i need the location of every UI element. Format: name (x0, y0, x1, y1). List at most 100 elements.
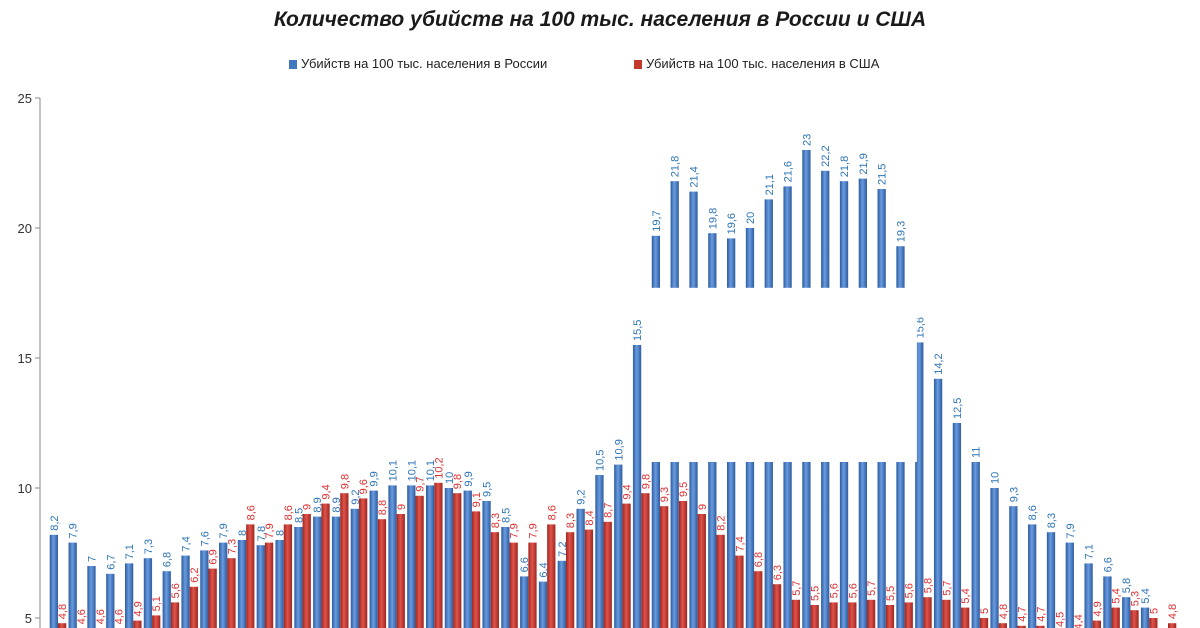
bar-russia (1140, 607, 1150, 628)
data-label-russia: 7,1 (1084, 544, 1096, 559)
bar-usa (622, 503, 631, 628)
bar-usa (133, 620, 142, 628)
data-label-usa: 5,6 (847, 583, 859, 598)
data-label-russia: 7,8 (256, 526, 268, 541)
data-label-russia: 8,2 (49, 516, 61, 531)
data-label-russia: 8 (275, 530, 287, 536)
data-label-usa: 4,7 (1017, 607, 1029, 622)
bar-russia (1065, 542, 1074, 628)
bar-usa (1149, 618, 1158, 628)
bar-usa (170, 602, 180, 628)
bar-usa (1017, 625, 1026, 628)
data-label-usa: 5,7 (866, 581, 878, 596)
chart-title: Количество убийств на 100 тыс. населения… (273, 8, 927, 31)
data-label-usa: 8,6 (283, 505, 295, 520)
bar-usa (791, 599, 801, 628)
bar-russia (87, 566, 96, 628)
bar-russia (463, 490, 472, 628)
bar-usa (434, 482, 443, 628)
data-label-usa: 4,8 (57, 604, 69, 619)
bar-russia (350, 508, 360, 628)
data-label-russia: 7,4 (181, 536, 193, 551)
bar-russia (388, 485, 397, 628)
bar-usa (772, 584, 782, 628)
data-label-usa: 8,3 (565, 513, 577, 528)
bar-usa (246, 524, 255, 628)
bar-usa (904, 602, 913, 628)
bar-usa (584, 529, 594, 628)
data-label-usa: 9,8 (339, 474, 351, 489)
bar-russia (407, 485, 416, 628)
data-label-usa: 4,6 (76, 609, 88, 624)
data-label-russia: 10 (444, 472, 456, 484)
data-label-russia: 9,2 (350, 490, 362, 505)
data-label-russia: 14,2 (933, 353, 945, 374)
bar-usa (697, 514, 706, 628)
data-label-usa: 4,8 (1167, 604, 1179, 619)
data-label-usa: 4,6 (114, 609, 126, 624)
data-label-usa: 9,5 (678, 482, 690, 497)
data-label-russia: 9,9 (369, 471, 381, 486)
data-label-russia: 21,9 (858, 153, 870, 174)
bar-usa (528, 542, 537, 628)
bar-usa (998, 623, 1007, 628)
data-label-usa: 5,4 (1111, 588, 1123, 603)
bar-usa (302, 514, 311, 628)
data-label-russia: 7,9 (68, 523, 80, 538)
bar-russia (275, 540, 284, 628)
data-label-russia: 8,6 (1027, 505, 1039, 520)
bar-russia (971, 462, 980, 628)
data-label-usa: 9,1 (471, 492, 483, 507)
data-label-usa: 8,6 (546, 505, 558, 520)
data-label-usa: 5,4 (960, 588, 972, 603)
bar-usa (1130, 610, 1139, 628)
bar-usa (716, 534, 725, 628)
bar-usa (1111, 607, 1120, 628)
bar-russia (1122, 597, 1131, 628)
bar-usa (754, 571, 763, 628)
bar-usa (942, 599, 951, 628)
data-label-usa: 6,2 (189, 568, 201, 583)
data-label-usa: 8,4 (584, 510, 596, 525)
bar-russia (181, 555, 190, 628)
data-label-usa: 4,7 (1035, 607, 1047, 622)
data-label-russia: 9,2 (576, 490, 588, 505)
bar-russia (200, 550, 209, 628)
bar-usa (641, 493, 650, 628)
data-label-usa: 5,5 (810, 586, 822, 601)
data-label-russia: 8,5 (293, 508, 305, 523)
legend: Убийств на 100 тыс. населения в России У… (0, 56, 1200, 76)
bar-russia (1009, 506, 1018, 628)
bar-usa (283, 524, 293, 628)
data-label-russia: 8,9 (331, 497, 343, 512)
bar-russia (576, 508, 585, 628)
data-label-usa: 9,4 (622, 484, 634, 499)
data-label-russia: 9,5 (482, 482, 494, 497)
data-label-russia: 9,9 (463, 471, 475, 486)
data-label-russia: 7,9 (1065, 523, 1077, 538)
data-label-usa: 10,2 (433, 457, 445, 478)
bar-russia (444, 488, 454, 628)
data-label-usa: 5,8 (923, 578, 935, 593)
bar-russia (237, 540, 247, 628)
bar-russia (1046, 532, 1056, 628)
bar-usa (264, 542, 274, 628)
bar-russia (557, 560, 566, 628)
bar-usa (547, 524, 556, 628)
bar-russia (1028, 524, 1037, 628)
bar-usa (829, 602, 838, 628)
bar-usa (396, 514, 405, 628)
bar-usa (415, 495, 424, 628)
data-label-usa: 5,6 (828, 583, 840, 598)
data-label-usa: 6,9 (208, 549, 220, 564)
data-label-usa: 6,3 (772, 565, 784, 580)
bar-russia (369, 490, 378, 628)
bar-usa (58, 623, 67, 628)
data-label-usa: 7,9 (527, 523, 539, 538)
bar-usa (471, 511, 481, 628)
bar-russia (595, 475, 604, 628)
data-label-russia: 6,4 (538, 562, 550, 577)
data-label-usa: 9,4 (321, 484, 333, 499)
bar-russia (256, 545, 265, 628)
